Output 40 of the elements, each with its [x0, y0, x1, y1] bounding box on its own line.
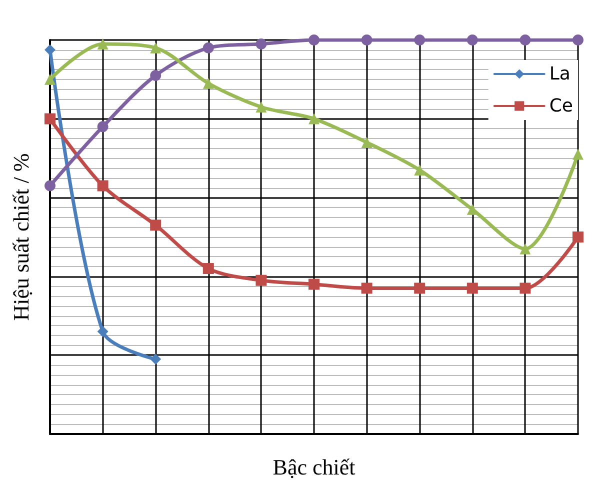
point — [44, 180, 56, 192]
point — [466, 34, 478, 46]
point — [150, 220, 162, 231]
point — [256, 274, 267, 286]
legend-label: La — [549, 64, 570, 84]
legend-label: Ce — [549, 96, 574, 116]
point — [308, 34, 320, 46]
point — [572, 232, 584, 242]
point — [572, 148, 584, 160]
point — [520, 34, 531, 46]
point — [202, 42, 214, 54]
point — [150, 354, 162, 365]
point — [466, 204, 478, 215]
point — [466, 282, 478, 294]
point — [414, 34, 426, 46]
point — [361, 136, 372, 148]
point — [44, 44, 56, 56]
y-axis-title: Hiệu suất chiết / % — [8, 153, 34, 321]
point — [308, 113, 320, 124]
point — [150, 42, 162, 54]
point — [202, 263, 214, 274]
point — [202, 78, 214, 89]
point — [256, 38, 267, 50]
point — [308, 278, 320, 290]
point — [520, 282, 531, 294]
point — [97, 38, 108, 50]
point — [44, 74, 56, 85]
point — [572, 34, 584, 46]
point — [44, 113, 56, 124]
point — [414, 282, 426, 294]
point — [361, 282, 372, 294]
point — [520, 243, 531, 254]
point — [97, 180, 108, 192]
point — [256, 101, 267, 112]
point — [97, 121, 108, 132]
point — [414, 164, 426, 176]
point — [361, 34, 372, 46]
x-axis-title: Bậc chiết — [272, 454, 356, 480]
point — [97, 326, 108, 338]
point — [150, 70, 162, 81]
